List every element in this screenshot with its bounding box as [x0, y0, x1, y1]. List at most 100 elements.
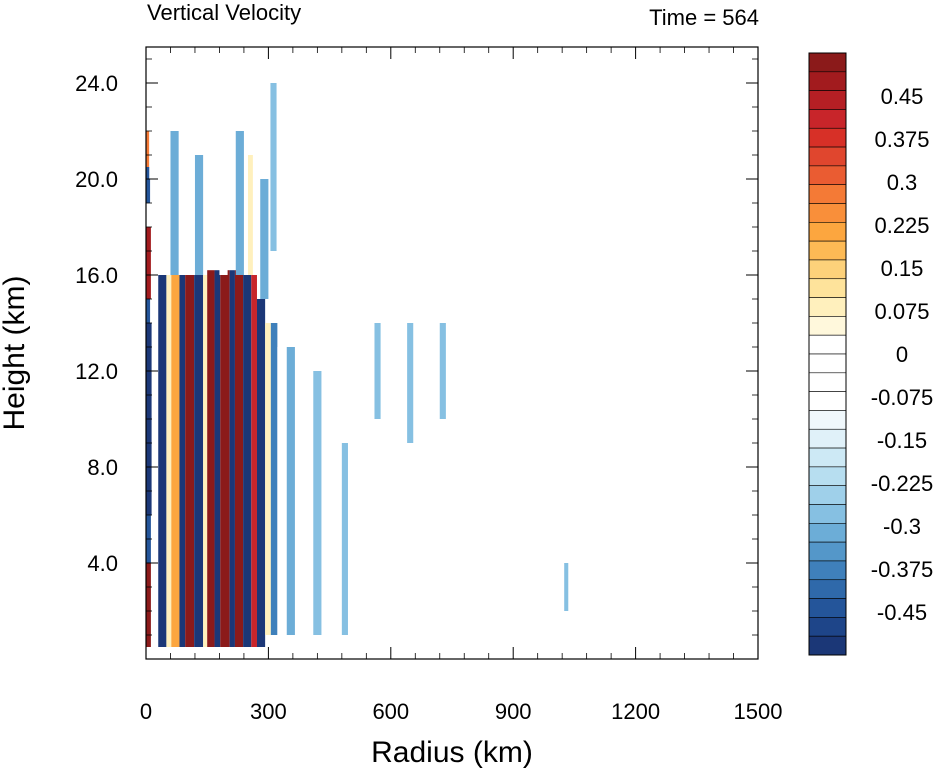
- colorbar-tick-label: 0.15: [881, 256, 924, 281]
- colorbar-tick-label: -0.15: [877, 428, 927, 453]
- colorbar-swatch: [808, 579, 847, 599]
- axes: 0 300 600 900 1200 1500 4.0 8.0 12.0 16.0 20.0 24.0: [75, 47, 782, 724]
- field-band: [162, 83, 171, 251]
- y-tick-label: 20.0: [75, 167, 118, 192]
- colorbar-swatch: [808, 297, 847, 317]
- field-band: [256, 299, 266, 647]
- field-band: [574, 395, 579, 455]
- chart-title-right: Time = 564: [649, 5, 759, 30]
- y-tick-label: 16.0: [75, 263, 118, 288]
- field-band: [277, 347, 287, 635]
- x-tick-label: 900: [495, 699, 532, 724]
- field-band: [170, 131, 179, 275]
- colorbar-swatch: [808, 523, 847, 543]
- field-band: [207, 270, 215, 647]
- colorbar-swatch: [808, 485, 847, 505]
- colorbar-frame: [808, 52, 847, 656]
- colorbar-swatch: [808, 203, 847, 223]
- x-tick-label: 1500: [734, 699, 783, 724]
- field-band: [146, 131, 150, 167]
- field-band: [220, 270, 230, 647]
- field-band: [260, 179, 269, 299]
- field-band: [229, 270, 235, 647]
- colorbar-swatch: [808, 617, 847, 637]
- colorbar-swatch: [808, 466, 847, 486]
- colorbar-swatch: [808, 372, 847, 392]
- colorbar-swatch: [808, 109, 847, 129]
- colorbar-swatch: [808, 52, 847, 73]
- colorbar-swatch: [808, 635, 847, 656]
- colorbar-swatch: [808, 146, 847, 167]
- colorbar-swatch: [808, 240, 847, 261]
- colorbar-swatch: [808, 222, 847, 242]
- field-band: [286, 347, 295, 635]
- colorbar-swatch: [808, 428, 847, 449]
- field-band: [194, 155, 204, 275]
- field-band: [185, 275, 195, 647]
- field-band: [270, 323, 278, 635]
- field-band: [214, 270, 221, 647]
- field-band: [564, 563, 569, 611]
- field-band: [407, 323, 414, 443]
- colorbar: 0.45 0.375 0.3 0.225 0.15 0.075 0 -0.075 -0.15 -0…: [808, 52, 933, 656]
- field-band: [166, 275, 172, 647]
- colorbar-tick-label: -0.3: [883, 514, 921, 539]
- field-band: [203, 275, 208, 647]
- x-tick-label: 600: [372, 699, 409, 724]
- colorbar-tick-label: 0.075: [874, 299, 929, 324]
- field-band: [292, 155, 299, 251]
- colorbar-tick-label: 0.3: [887, 170, 918, 195]
- field-band: [146, 299, 151, 323]
- colorbar-swatch: [808, 504, 847, 524]
- field-band: [341, 443, 348, 635]
- x-tick-label: 0: [140, 699, 152, 724]
- field-band: [146, 563, 151, 647]
- field-band: [374, 323, 381, 419]
- field-band: [456, 515, 461, 635]
- field-band: [171, 275, 180, 647]
- y-tick-label: 8.0: [87, 455, 118, 480]
- field-band: [146, 167, 151, 203]
- field-band: [265, 323, 271, 635]
- colorbar-tick-label: 0.225: [874, 213, 929, 238]
- colorbar-swatch: [808, 316, 847, 336]
- field-band: [358, 419, 365, 611]
- field-band: [182, 107, 191, 275]
- plot-frame: [145, 46, 759, 660]
- colorbar-swatch: [808, 259, 847, 280]
- x-axis-label: Radius (km): [371, 736, 533, 769]
- colorbar-swatch: [808, 410, 847, 430]
- colorbar-swatch: [808, 278, 847, 298]
- colorbar-swatch: [808, 353, 847, 374]
- field-band: [234, 270, 244, 647]
- colorbar-swatch: [808, 391, 847, 411]
- field-band: [270, 83, 277, 251]
- field-band: [243, 275, 252, 647]
- colorbar-swatch: [808, 447, 847, 468]
- y-tick-label: 4.0: [87, 551, 118, 576]
- colorbar-tick-label: 0: [896, 342, 908, 367]
- field-band: [251, 275, 257, 647]
- colorbar-tick-label: -0.45: [877, 600, 927, 625]
- field-band: [325, 419, 334, 635]
- colorbar-swatch: [808, 334, 847, 355]
- velocity-field: [146, 59, 579, 647]
- field-band: [179, 275, 186, 647]
- y-axis-label: Height (km): [0, 275, 31, 430]
- y-tick-label: 12.0: [75, 359, 118, 384]
- field-band: [158, 275, 167, 647]
- chart-title-left: Vertical Velocity: [147, 0, 301, 25]
- colorbar-tick-label: -0.375: [871, 557, 933, 582]
- y-tick-label: 24.0: [75, 71, 118, 96]
- field-band: [149, 59, 155, 179]
- field-band: [146, 227, 151, 299]
- field-band: [146, 203, 151, 227]
- x-tick-label: 1200: [611, 699, 660, 724]
- colorbar-swatch: [808, 127, 847, 148]
- colorbar-swatch: [808, 165, 847, 185]
- colorbar-swatch: [808, 598, 847, 618]
- field-band: [296, 371, 308, 635]
- colorbar-tick-label: 0.45: [881, 84, 924, 109]
- field-band: [439, 323, 446, 419]
